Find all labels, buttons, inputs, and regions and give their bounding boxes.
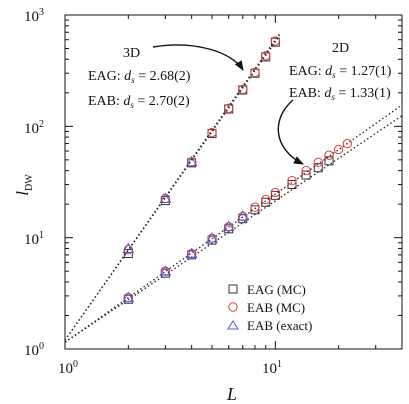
- point-eab-mc: [333, 144, 344, 155]
- point-eab-exact: [122, 242, 135, 253]
- fit-lines: [64, 32, 403, 343]
- point-eab-mc: [313, 157, 323, 168]
- annotation-eab-2d: EAB: ds = 1.33(1): [289, 86, 391, 102]
- annotation-eag-3d: EAG: ds = 2.68(2): [88, 69, 191, 85]
- point-eab-exact: [159, 265, 172, 276]
- point-eab-exact: [122, 291, 135, 303]
- y-tick-label: 101: [24, 230, 44, 248]
- y-tick-label: 100: [24, 341, 44, 359]
- legend-marker-square: [228, 284, 238, 294]
- point-eab-mc: [223, 103, 234, 114]
- point-eab-mc: [261, 194, 271, 205]
- axis-ticks: [64, 14, 403, 350]
- point-eab-mc: [250, 202, 260, 212]
- point-eab-mc: [238, 84, 248, 95]
- label-3d: 3D: [123, 46, 140, 61]
- point-eab-mc: [250, 67, 260, 78]
- point-eab-exact: [206, 232, 218, 243]
- point-eab-mc: [223, 222, 234, 232]
- fit-line: [64, 115, 403, 343]
- point-eab-exact: [185, 247, 198, 259]
- point-eag-mc: [250, 205, 260, 215]
- point-eab-exact: [185, 155, 198, 167]
- x-axis-label: L: [226, 384, 237, 404]
- legend-marker-circle: [228, 302, 238, 312]
- point-eag-mc: [123, 249, 133, 259]
- point-eag-mc: [313, 163, 323, 173]
- svg-text:lDW: lDW: [13, 174, 35, 196]
- point-eab-exact: [222, 220, 235, 231]
- point-eab-mc: [270, 187, 281, 198]
- legend-label: EAG (MC): [247, 282, 306, 297]
- y-axis-label: lDW: [13, 174, 35, 196]
- arrow-3d: [152, 44, 244, 71]
- point-eag-mc: [261, 197, 271, 207]
- point-eag-mc: [324, 156, 334, 166]
- point-eab-exact: [159, 192, 172, 203]
- fit-line: [64, 104, 403, 343]
- point-eag-mc: [301, 170, 311, 180]
- data-points: [122, 36, 353, 304]
- point-eab-mc: [301, 165, 311, 176]
- fit-line: [64, 32, 281, 341]
- point-eab-exact: [236, 210, 249, 221]
- annotation-eab-3d: EAB: ds = 2.70(2): [88, 94, 190, 110]
- point-eab-mc: [238, 211, 248, 222]
- legend-label: EAB (MC): [247, 300, 305, 315]
- plot-frame: [64, 14, 403, 350]
- y-tick-label: 102: [24, 119, 44, 137]
- legend-marker-triangle: [227, 320, 239, 330]
- label-2d: 2D: [332, 41, 349, 56]
- legend-label: EAB (exact): [247, 318, 312, 333]
- x-tick-label: 101: [262, 359, 282, 377]
- point-eab-mc: [342, 138, 353, 149]
- point-eag-mc: [270, 190, 280, 200]
- point-eab-mc: [123, 244, 134, 255]
- point-eab-mc: [287, 175, 297, 186]
- point-eab-mc: [324, 150, 334, 160]
- arrow-2d: [277, 99, 304, 165]
- legend: EAG (MC) EAB (MC) EAB (exact): [227, 282, 312, 333]
- x-tick-label: 100: [58, 359, 78, 377]
- annotation-eag-2d: EAG: ds = 1.27(1): [289, 64, 392, 80]
- point-eab-mc: [270, 36, 281, 46]
- point-eag-mc: [287, 180, 297, 190]
- point-eab-mc: [207, 127, 217, 138]
- point-eab-mc: [261, 51, 271, 61]
- y-tick-label: 103: [24, 7, 44, 25]
